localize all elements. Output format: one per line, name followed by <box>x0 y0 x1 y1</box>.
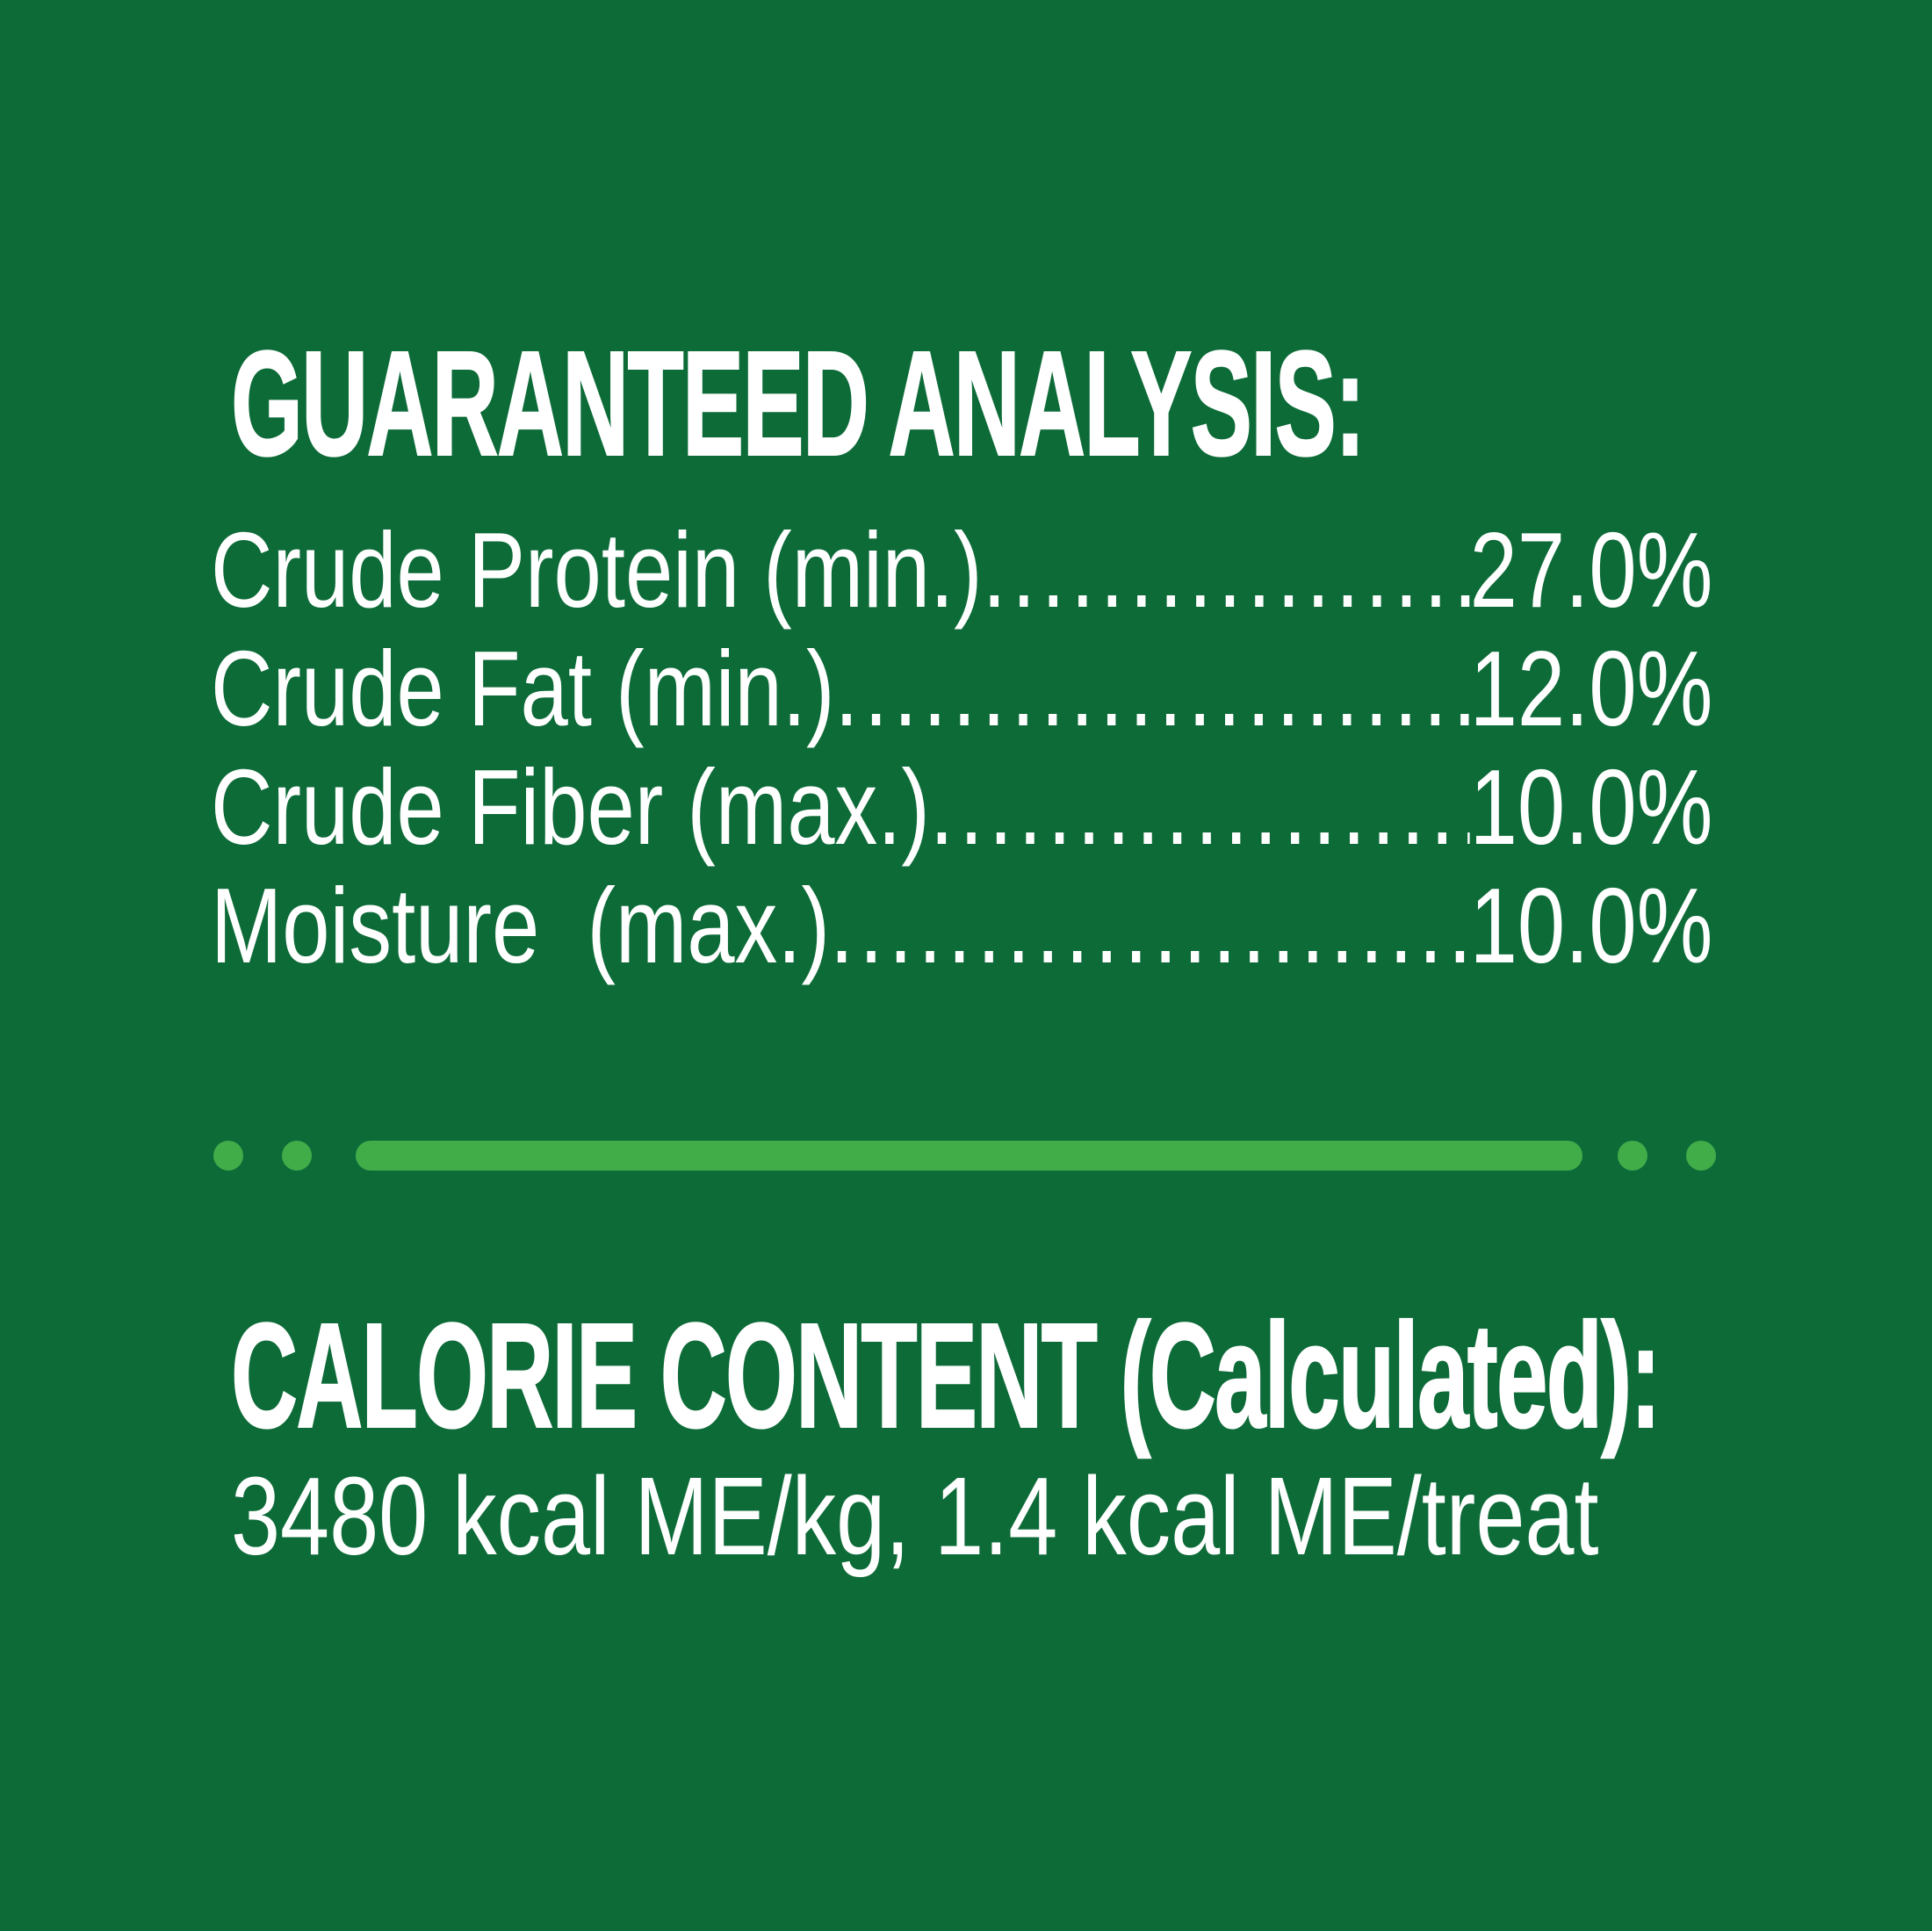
divider-dot <box>1618 1141 1647 1171</box>
analysis-row-crude-fat: Crude Fat (min.) .......................… <box>211 630 1712 748</box>
nutrient-value: 10.0% <box>1469 747 1713 867</box>
divider-dot <box>1686 1141 1716 1171</box>
analysis-row-moisture: Moisture (max.) ........................… <box>211 867 1712 985</box>
dotted-leader: ........................................… <box>929 748 1470 867</box>
analysis-row-crude-protein: Crude Protein (min.) ...................… <box>211 511 1712 630</box>
nutrient-label: Moisture (max.) <box>211 866 830 985</box>
guaranteed-analysis-heading: GUARANTEED ANALYSIS: <box>230 321 1366 487</box>
nutrient-value: 12.0% <box>1469 629 1713 748</box>
nutrient-label: Crude Fiber (max.) <box>211 747 930 867</box>
divider-dot <box>213 1141 243 1171</box>
dotted-leader: ........................................… <box>982 511 1470 630</box>
calorie-content-value: 3480 kcal ME/kg, 1.4 kcal ME/treat <box>231 1454 1599 1578</box>
divider-dot <box>282 1141 312 1171</box>
nutrient-label: Crude Protein (min.) <box>211 510 983 630</box>
calorie-content-heading: CALORIE CONTENT (Calculated): <box>230 1293 1662 1459</box>
dotted-leader: ........................................… <box>829 867 1470 985</box>
nutrient-value: 27.0% <box>1469 510 1713 630</box>
nutrient-value: 10.0% <box>1469 866 1713 985</box>
dotted-leader: ........................................… <box>834 630 1470 748</box>
analysis-row-crude-fiber: Crude Fiber (max.) .....................… <box>211 748 1712 867</box>
guaranteed-analysis-table: Crude Protein (min.) ...................… <box>211 511 1712 985</box>
divider-bar <box>356 1141 1582 1171</box>
nutrient-label: Crude Fat (min.) <box>211 629 835 748</box>
